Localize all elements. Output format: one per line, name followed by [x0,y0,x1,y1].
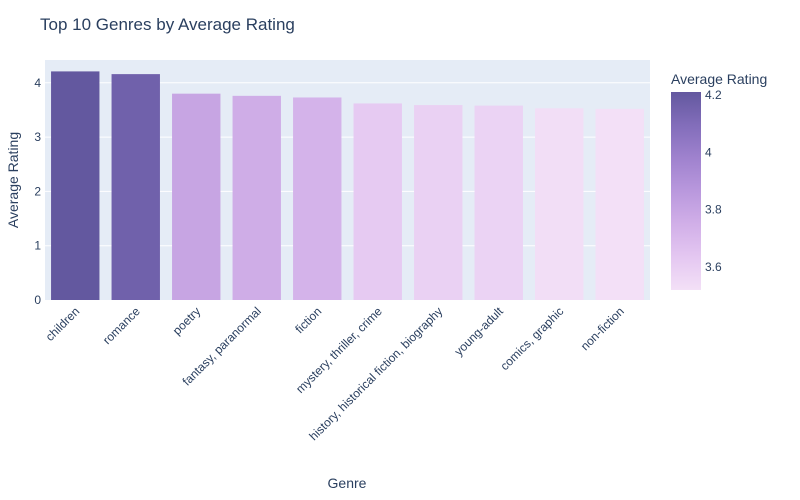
x-axis-title: Genre [328,475,367,491]
bar-children [51,71,100,301]
colorbar-tick-label: 3.6 [705,260,722,274]
bar-young-adult [474,105,523,300]
chart-title: Top 10 Genres by Average Rating [40,15,295,34]
bars [51,71,644,301]
x-tick-label: children [43,304,83,344]
colorbar-tick-label: 4.2 [705,88,722,102]
y-tick-label: 0 [34,293,41,307]
x-tick-label: young-adult [452,304,507,359]
bar-fiction [293,97,342,300]
colorbar-tick-label: 4 [705,145,712,159]
bar-comics-graphic [535,108,584,300]
x-tick-label: fiction [292,304,324,336]
colorbar-title: Average Rating [671,71,767,87]
bar-mystery-thriller-crime [353,103,402,301]
y-axis-ticks: 0 1 2 3 4 [34,76,41,307]
y-axis-title: Average Rating [5,132,21,228]
x-tick-label: poetry [170,304,203,337]
x-tick-label: history, historical fiction, biography [306,304,445,443]
bar-history-historical-fiction-biography [414,105,463,300]
x-tick-label: comics, graphic [498,304,567,373]
colorbar: Average Rating 3.6 3.8 4 4.2 [671,71,767,290]
x-tick-label: non-fiction [578,304,627,353]
y-tick-label: 3 [34,130,41,144]
colorbar-tick-label: 3.8 [705,203,722,217]
y-tick-label: 2 [34,184,41,198]
bar-romance [111,74,160,300]
y-tick-label: 4 [34,76,41,90]
bar-fantasy-paranormal [232,95,281,301]
bar-poetry [172,93,221,300]
x-tick-label: romance [100,304,143,347]
bar-non-fiction [595,108,644,300]
colorbar-gradient [671,92,701,290]
y-tick-label: 1 [34,239,41,253]
